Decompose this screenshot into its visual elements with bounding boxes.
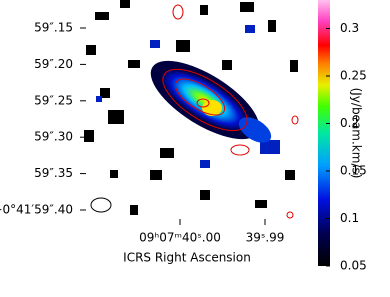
colorbar-tick-label: 0.1 [340,211,359,225]
beam [90,197,112,213]
colorbar-tick-label: 0.3 [340,21,359,35]
colorbar [318,0,330,266]
x-tick-label: 09ʰ07ᵐ40ˢ.00 [139,231,221,245]
y-tick-label: 59″.35 [34,166,73,180]
x-tick-label: 39ˢ.99 [246,231,285,245]
colorbar-tick-label: 0.2 [340,116,359,130]
y-tick-label: 59″.15 [34,21,73,35]
noise-pixels [84,0,298,215]
image [80,0,300,225]
y-tick-label: −0°41′59″.40 [0,203,73,217]
y-tick-label: 59″.20 [34,57,73,71]
colorbar-label: (Jy/beam.km/s) [350,88,364,179]
y-tick-label: 59″.25 [34,93,73,107]
colorbar-tick-label: 0.15 [340,164,367,178]
colorbar-tick-label: 0.05 [340,259,367,273]
x-axis-label: ICRS Right Ascension [123,251,251,265]
contours [162,4,299,219]
colorbar-tick-label: 0.25 [340,69,367,83]
y-tick-label: 59″.30 [34,130,73,144]
